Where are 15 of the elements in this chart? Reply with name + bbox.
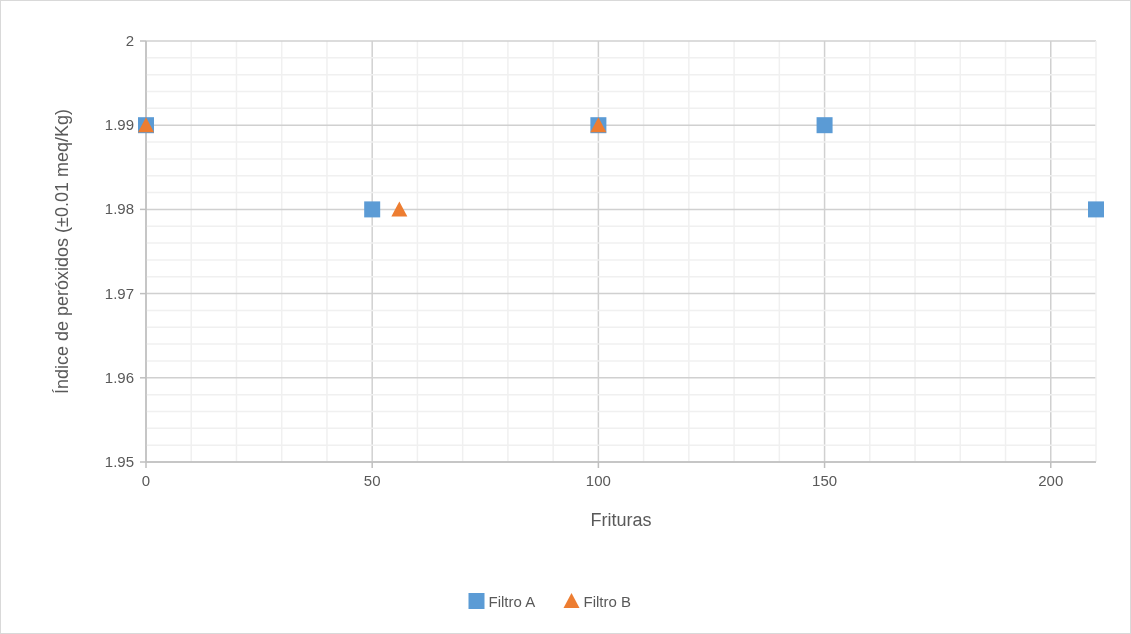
y-tick-label: 2 <box>125 32 134 49</box>
y-tick-label: 1.95 <box>104 453 134 470</box>
y-tick-label: 1.99 <box>104 116 134 134</box>
legend-label: Filtro B <box>583 593 632 610</box>
x-tick-label: 100 <box>585 472 611 489</box>
x-tick-label: 150 <box>812 472 838 489</box>
x-axis-title: Frituras <box>590 510 652 530</box>
y-tick-label: 1.96 <box>104 368 134 386</box>
legend-label: Filtro A <box>488 593 536 610</box>
y-tick-label: 1.97 <box>104 284 134 302</box>
x-tick-label: 0 <box>141 472 151 489</box>
y-axis-title: Índice de peróxidos (±0.01 meq/Kg) <box>52 108 72 395</box>
x-tick-label: 50 <box>363 472 381 489</box>
x-tick-label: 200 <box>1038 472 1064 489</box>
y-tick-label: 1.98 <box>104 200 134 218</box>
